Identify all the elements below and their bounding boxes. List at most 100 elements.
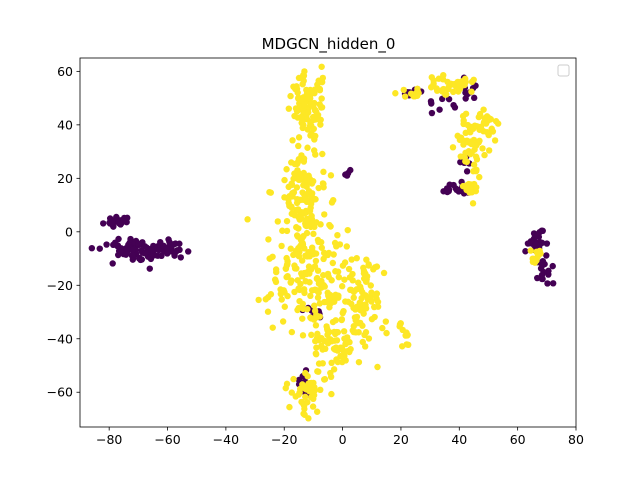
- data-point: [293, 265, 300, 272]
- data-point: [526, 240, 533, 247]
- data-point: [527, 247, 534, 254]
- data-point: [367, 282, 374, 289]
- data-point: [326, 221, 333, 229]
- data-point: [303, 217, 311, 224]
- data-point: [328, 199, 336, 206]
- axes: −80 −60 −40 −20 0 20 40 60 80 −60 −40 −20 0 20 40 60: [47, 57, 584, 447]
- data-point: [462, 110, 470, 117]
- data-point: [304, 144, 311, 151]
- data-point: [311, 147, 318, 154]
- data-point: [303, 386, 310, 393]
- data-point: [534, 274, 541, 282]
- data-point: [281, 303, 288, 310]
- data-point: [309, 389, 316, 396]
- data-point: [135, 255, 143, 262]
- data-point: [449, 144, 457, 151]
- data-point: [337, 344, 344, 351]
- data-point: [334, 232, 341, 239]
- data-point: [549, 262, 556, 270]
- data-point: [350, 328, 357, 336]
- data-point: [308, 212, 315, 220]
- data-point: [353, 313, 361, 321]
- data-point: [463, 168, 471, 175]
- data-point: [309, 403, 317, 410]
- data-point: [320, 282, 327, 289]
- data-point: [176, 240, 183, 247]
- data-point: [305, 109, 312, 116]
- data-point: [462, 75, 469, 82]
- data-point: [312, 286, 320, 294]
- data-point: [475, 113, 483, 121]
- data-point: [167, 242, 175, 250]
- data-point: [306, 379, 313, 387]
- data-point: [287, 92, 294, 100]
- data-point: [296, 196, 303, 203]
- data-point: [282, 384, 289, 392]
- data-point: [285, 196, 292, 203]
- data-point: [316, 101, 323, 108]
- data-point: [469, 200, 477, 207]
- data-point: [374, 363, 381, 371]
- data-point: [454, 132, 461, 140]
- data-point: [538, 227, 545, 234]
- data-point: [278, 296, 285, 303]
- y-tick-label: 40: [57, 117, 73, 132]
- data-point: [288, 204, 296, 212]
- data-point: [288, 210, 295, 217]
- data-point: [290, 175, 297, 182]
- data-point: [307, 314, 314, 321]
- data-point: [338, 316, 345, 324]
- data-point: [532, 241, 540, 248]
- data-point: [450, 88, 457, 96]
- data-point: [310, 230, 317, 238]
- data-point: [278, 242, 285, 250]
- data-point: [155, 246, 163, 254]
- data-point: [320, 180, 327, 188]
- data-point: [492, 118, 500, 125]
- data-point: [310, 195, 318, 203]
- data-point: [333, 356, 340, 363]
- data-point: [313, 344, 320, 351]
- data-point: [293, 232, 301, 239]
- data-point: [308, 219, 315, 227]
- x-tick-label: 40: [451, 432, 467, 447]
- plot-frame: [79, 57, 577, 428]
- data-point: [298, 239, 306, 246]
- data-point: [433, 87, 441, 94]
- data-point: [122, 251, 130, 258]
- data-point: [293, 184, 301, 191]
- data-point: [304, 373, 311, 380]
- data-point: [543, 240, 551, 247]
- data-point: [368, 315, 376, 323]
- data-point: [476, 126, 483, 133]
- data-point: [300, 182, 307, 189]
- data-point: [463, 186, 470, 194]
- data-point: [435, 75, 443, 82]
- data-point: [295, 156, 303, 163]
- data-point: [313, 311, 320, 319]
- data-point: [380, 269, 388, 277]
- data-point: [491, 137, 499, 144]
- x-tick-label: 20: [393, 432, 409, 447]
- data-point: [96, 245, 103, 252]
- data-point: [312, 250, 320, 257]
- data-point: [344, 226, 351, 234]
- data-point: [462, 95, 469, 102]
- data-point: [468, 189, 476, 196]
- data-point: [323, 323, 330, 330]
- data-point: [481, 115, 488, 122]
- data-point: [318, 335, 325, 342]
- data-point: [288, 159, 295, 166]
- x-tick-label: 0: [339, 432, 347, 447]
- y-tick-label: −40: [47, 331, 73, 346]
- data-point: [318, 78, 326, 86]
- data-point: [281, 176, 288, 184]
- data-point: [273, 268, 280, 276]
- data-point: [318, 95, 325, 102]
- data-point: [543, 252, 550, 259]
- y-tick-label: −60: [47, 385, 73, 400]
- data-point: [360, 270, 368, 277]
- data-point: [110, 241, 117, 249]
- data-point: [355, 358, 363, 366]
- data-point: [293, 107, 301, 115]
